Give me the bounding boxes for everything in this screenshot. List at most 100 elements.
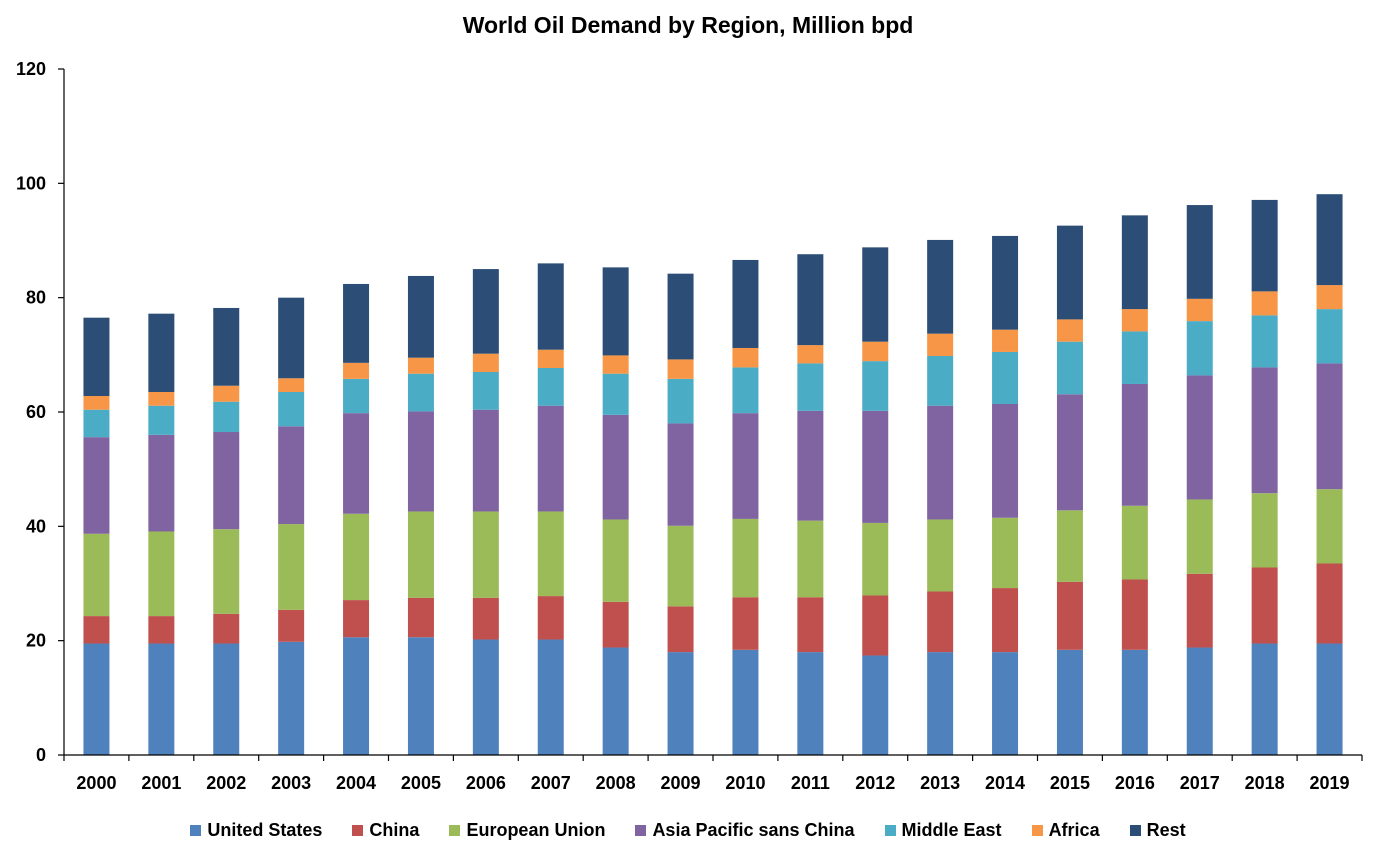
bar-segment-2007-european-union [537, 511, 564, 597]
bar-segment-2001-middle-east [148, 405, 175, 435]
bar-segment-2012-european-union [862, 522, 889, 596]
x-tick-label: 2006 [466, 773, 506, 793]
legend-swatch [1031, 824, 1043, 836]
bar-segment-2001-africa [148, 391, 175, 406]
bar-segment-2014-united-states [992, 652, 1019, 755]
bar-segment-2013-european-union [927, 519, 954, 592]
bar-segment-2000-africa [83, 395, 110, 410]
x-tick-label: 2007 [531, 773, 571, 793]
x-tick-label: 2019 [1310, 773, 1350, 793]
bar-segment-2007-rest [537, 263, 564, 350]
bar-segment-2011-asia-pacific-sans-china [797, 410, 824, 521]
x-tick-label: 2016 [1115, 773, 1155, 793]
bar-segment-2007-asia-pacific-sans-china [537, 405, 564, 512]
bar-segment-2002-rest [213, 307, 240, 386]
legend-label: United States [207, 819, 323, 840]
bar-segment-2012-africa [862, 341, 889, 362]
bar-segment-2007-united-states [537, 639, 564, 755]
bar-segment-2011-european-union [797, 520, 824, 598]
bar-segment-2000-united-states [83, 643, 110, 755]
bar-segment-2000-rest [83, 317, 110, 396]
bar-segment-2004-european-union [343, 513, 370, 601]
x-tick-label: 2005 [401, 773, 441, 793]
y-tick-label: 0 [36, 745, 46, 765]
legend-label: European Union [466, 819, 606, 840]
bar-segment-2008-asia-pacific-sans-china [602, 414, 629, 520]
bar-segment-2018-rest [1251, 199, 1278, 292]
bar-segment-2008-european-union [602, 519, 629, 602]
bar-segment-2008-china [602, 601, 629, 648]
bar-segment-2014-asia-pacific-sans-china [992, 404, 1019, 518]
legend-item-rest: Rest [1129, 820, 1186, 841]
bar-segment-2019-rest [1316, 194, 1343, 286]
bar-segment-2014-africa [992, 329, 1019, 352]
bar-segment-2002-european-union [213, 529, 240, 614]
bar-segment-2005-middle-east [407, 373, 434, 412]
bar-segment-2015-africa [1056, 319, 1083, 342]
legend-swatch [190, 824, 202, 836]
x-tick-label: 2012 [855, 773, 895, 793]
bar-segment-2013-asia-pacific-sans-china [927, 405, 954, 520]
bar-segment-2016-european-union [1121, 505, 1148, 580]
bar-segment-2006-european-union [472, 511, 499, 598]
bar-segment-2004-rest [343, 283, 370, 363]
x-tick-label: 2011 [791, 773, 830, 793]
bar-segment-2011-china [797, 597, 824, 653]
bar-segment-2003-rest [278, 297, 305, 379]
bar-segment-2014-china [992, 588, 1019, 653]
bar-segment-2018-asia-pacific-sans-china [1251, 367, 1278, 494]
bar-segment-2019-africa [1316, 285, 1343, 310]
bar-segment-2002-middle-east [213, 401, 240, 433]
bar-segment-2005-rest [407, 275, 434, 358]
bar-segment-2009-rest [667, 273, 694, 360]
bar-segment-2010-china [732, 597, 759, 650]
bar-segment-2006-middle-east [472, 371, 499, 410]
chart-title: World Oil Demand by Region, Million bpd [462, 12, 914, 38]
bar-segment-2013-middle-east [927, 355, 954, 406]
x-tick-label: 2003 [271, 773, 311, 793]
legend-label: China [369, 819, 420, 840]
bar-segment-2016-united-states [1121, 649, 1148, 755]
bar-segment-2001-china [148, 616, 175, 644]
x-tick-label: 2018 [1245, 773, 1285, 793]
bar-segment-2008-rest [602, 267, 629, 356]
bar-segment-2014-rest [992, 235, 1019, 330]
x-tick-label: 2004 [336, 773, 376, 793]
bar-segment-2006-rest [472, 269, 499, 354]
bar-segment-2006-china [472, 597, 499, 640]
bar-segment-2018-united-states [1251, 643, 1278, 755]
bar-segment-2017-asia-pacific-sans-china [1186, 375, 1213, 500]
bar-segment-2011-united-states [797, 652, 824, 755]
bar-segment-2017-china [1186, 573, 1213, 648]
bar-segment-2017-middle-east [1186, 321, 1213, 376]
bar-segment-2015-asia-pacific-sans-china [1056, 394, 1083, 511]
bar-segment-2013-rest [927, 239, 954, 334]
legend-item-middle-east: Middle East [884, 820, 1002, 841]
bar-segment-2016-rest [1121, 215, 1148, 310]
bar-segment-2005-china [407, 597, 434, 638]
y-tick-label: 120 [16, 59, 46, 79]
legend-item-china: China [352, 820, 419, 841]
bar-segment-2010-middle-east [732, 367, 759, 414]
bar-segment-2003-africa [278, 378, 305, 392]
bar-segment-2003-asia-pacific-sans-china [278, 426, 305, 525]
x-tick-label: 2001 [141, 773, 181, 793]
bar-segment-2001-asia-pacific-sans-china [148, 434, 175, 532]
y-tick-label: 60 [26, 402, 46, 422]
bar-segment-2012-china [862, 595, 889, 656]
bar-segment-2005-africa [407, 357, 434, 374]
bar-segment-2009-united-states [667, 652, 694, 755]
bar-segment-2002-china [213, 613, 240, 644]
bar-segment-2003-european-union [278, 524, 305, 610]
y-tick-label: 100 [16, 173, 46, 193]
bar-segment-2006-africa [472, 353, 499, 372]
y-tick-label: 80 [26, 288, 46, 308]
bar-segment-2013-africa [927, 333, 954, 356]
bar-segment-2014-middle-east [992, 351, 1019, 404]
bar-segment-2010-rest [732, 259, 759, 348]
bar-segment-2000-asia-pacific-sans-china [83, 437, 110, 534]
bar-segment-2018-china [1251, 567, 1278, 644]
bar-segment-2017-africa [1186, 298, 1213, 322]
bar-segment-2003-middle-east [278, 391, 305, 427]
